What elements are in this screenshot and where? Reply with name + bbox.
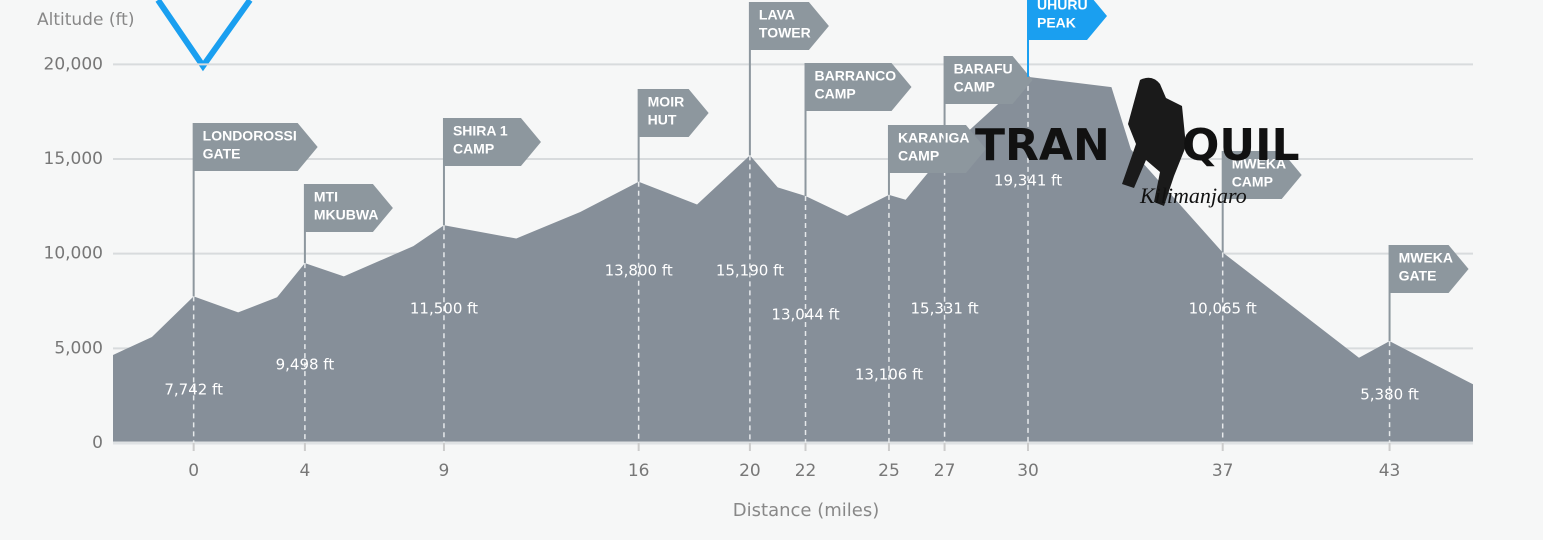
x-tick-label: 37 bbox=[1212, 461, 1234, 481]
flag-label: LONDOROSSI bbox=[203, 128, 297, 144]
logo-text: QUIL bbox=[1182, 120, 1300, 171]
flag-label: CAMP bbox=[815, 86, 856, 102]
flag-label: MKUBWA bbox=[314, 207, 379, 223]
flag-label: BARRANCO bbox=[815, 68, 897, 84]
value-label: 10,065 ft bbox=[1189, 300, 1257, 318]
x-tick-label: 0 bbox=[188, 461, 199, 481]
value-label: 15,190 ft bbox=[716, 262, 784, 280]
chart: Altitude (ft) Distance (miles) 0 5,000 10,… bbox=[0, 0, 1543, 540]
x-tick-label: 9 bbox=[439, 461, 450, 481]
x-tick-label: 16 bbox=[628, 461, 650, 481]
x-axis-label: Distance (miles) bbox=[733, 500, 879, 521]
x-tick-label: 20 bbox=[739, 461, 761, 481]
flag-label: SHIRA 1 bbox=[453, 123, 508, 139]
value-label: 15,331 ft bbox=[910, 300, 978, 318]
value-label: 11,500 ft bbox=[410, 300, 478, 318]
flag-label: CAMP bbox=[898, 148, 939, 164]
value-label: 9,498 ft bbox=[276, 356, 335, 374]
y-tick-label: 20,000 bbox=[44, 54, 103, 74]
x-tick-label: 30 bbox=[1017, 461, 1039, 481]
flag-label: TOWER bbox=[759, 25, 811, 41]
value-label: 13,106 ft bbox=[855, 366, 923, 384]
value-label: 7,742 ft bbox=[164, 381, 223, 399]
value-label: 5,380 ft bbox=[1360, 386, 1419, 404]
flag-label: KARANGA bbox=[898, 130, 970, 146]
flag-label: GATE bbox=[1399, 268, 1437, 284]
y-axis-label: Altitude (ft) bbox=[37, 10, 134, 30]
value-label: 13,044 ft bbox=[771, 306, 839, 324]
value-label: 13,800 ft bbox=[605, 262, 673, 280]
y-tick-label: 5,000 bbox=[54, 338, 103, 358]
flag-label: CAMP bbox=[453, 141, 494, 157]
flag-label: HUT bbox=[648, 112, 677, 128]
x-tick-label: 27 bbox=[934, 461, 956, 481]
y-tick-label: 0 bbox=[92, 433, 103, 453]
flag-label: CAMP bbox=[954, 79, 995, 95]
flag-label: GATE bbox=[203, 146, 241, 162]
y-tick-label: 15,000 bbox=[44, 149, 103, 169]
flag-label: MWEKA bbox=[1399, 250, 1453, 266]
x-tick-label: 4 bbox=[299, 461, 310, 481]
y-tick-label: 10,000 bbox=[44, 244, 103, 264]
logo-script: Kilimanjaro bbox=[1139, 183, 1247, 208]
flag-label: MOIR bbox=[648, 94, 685, 110]
flag-label: LAVA bbox=[759, 7, 795, 23]
x-tick-label: 43 bbox=[1379, 461, 1401, 481]
flag-label: BARAFU bbox=[954, 61, 1013, 77]
flag-label: PEAK bbox=[1037, 15, 1076, 31]
flag-label: MTI bbox=[314, 189, 338, 205]
flag-label: UHURU bbox=[1037, 0, 1088, 13]
value-label: 19,341 ft bbox=[994, 172, 1062, 190]
x-tick-label: 25 bbox=[878, 461, 900, 481]
x-tick-label: 22 bbox=[795, 461, 817, 481]
logo-text: TRAN bbox=[975, 120, 1110, 171]
